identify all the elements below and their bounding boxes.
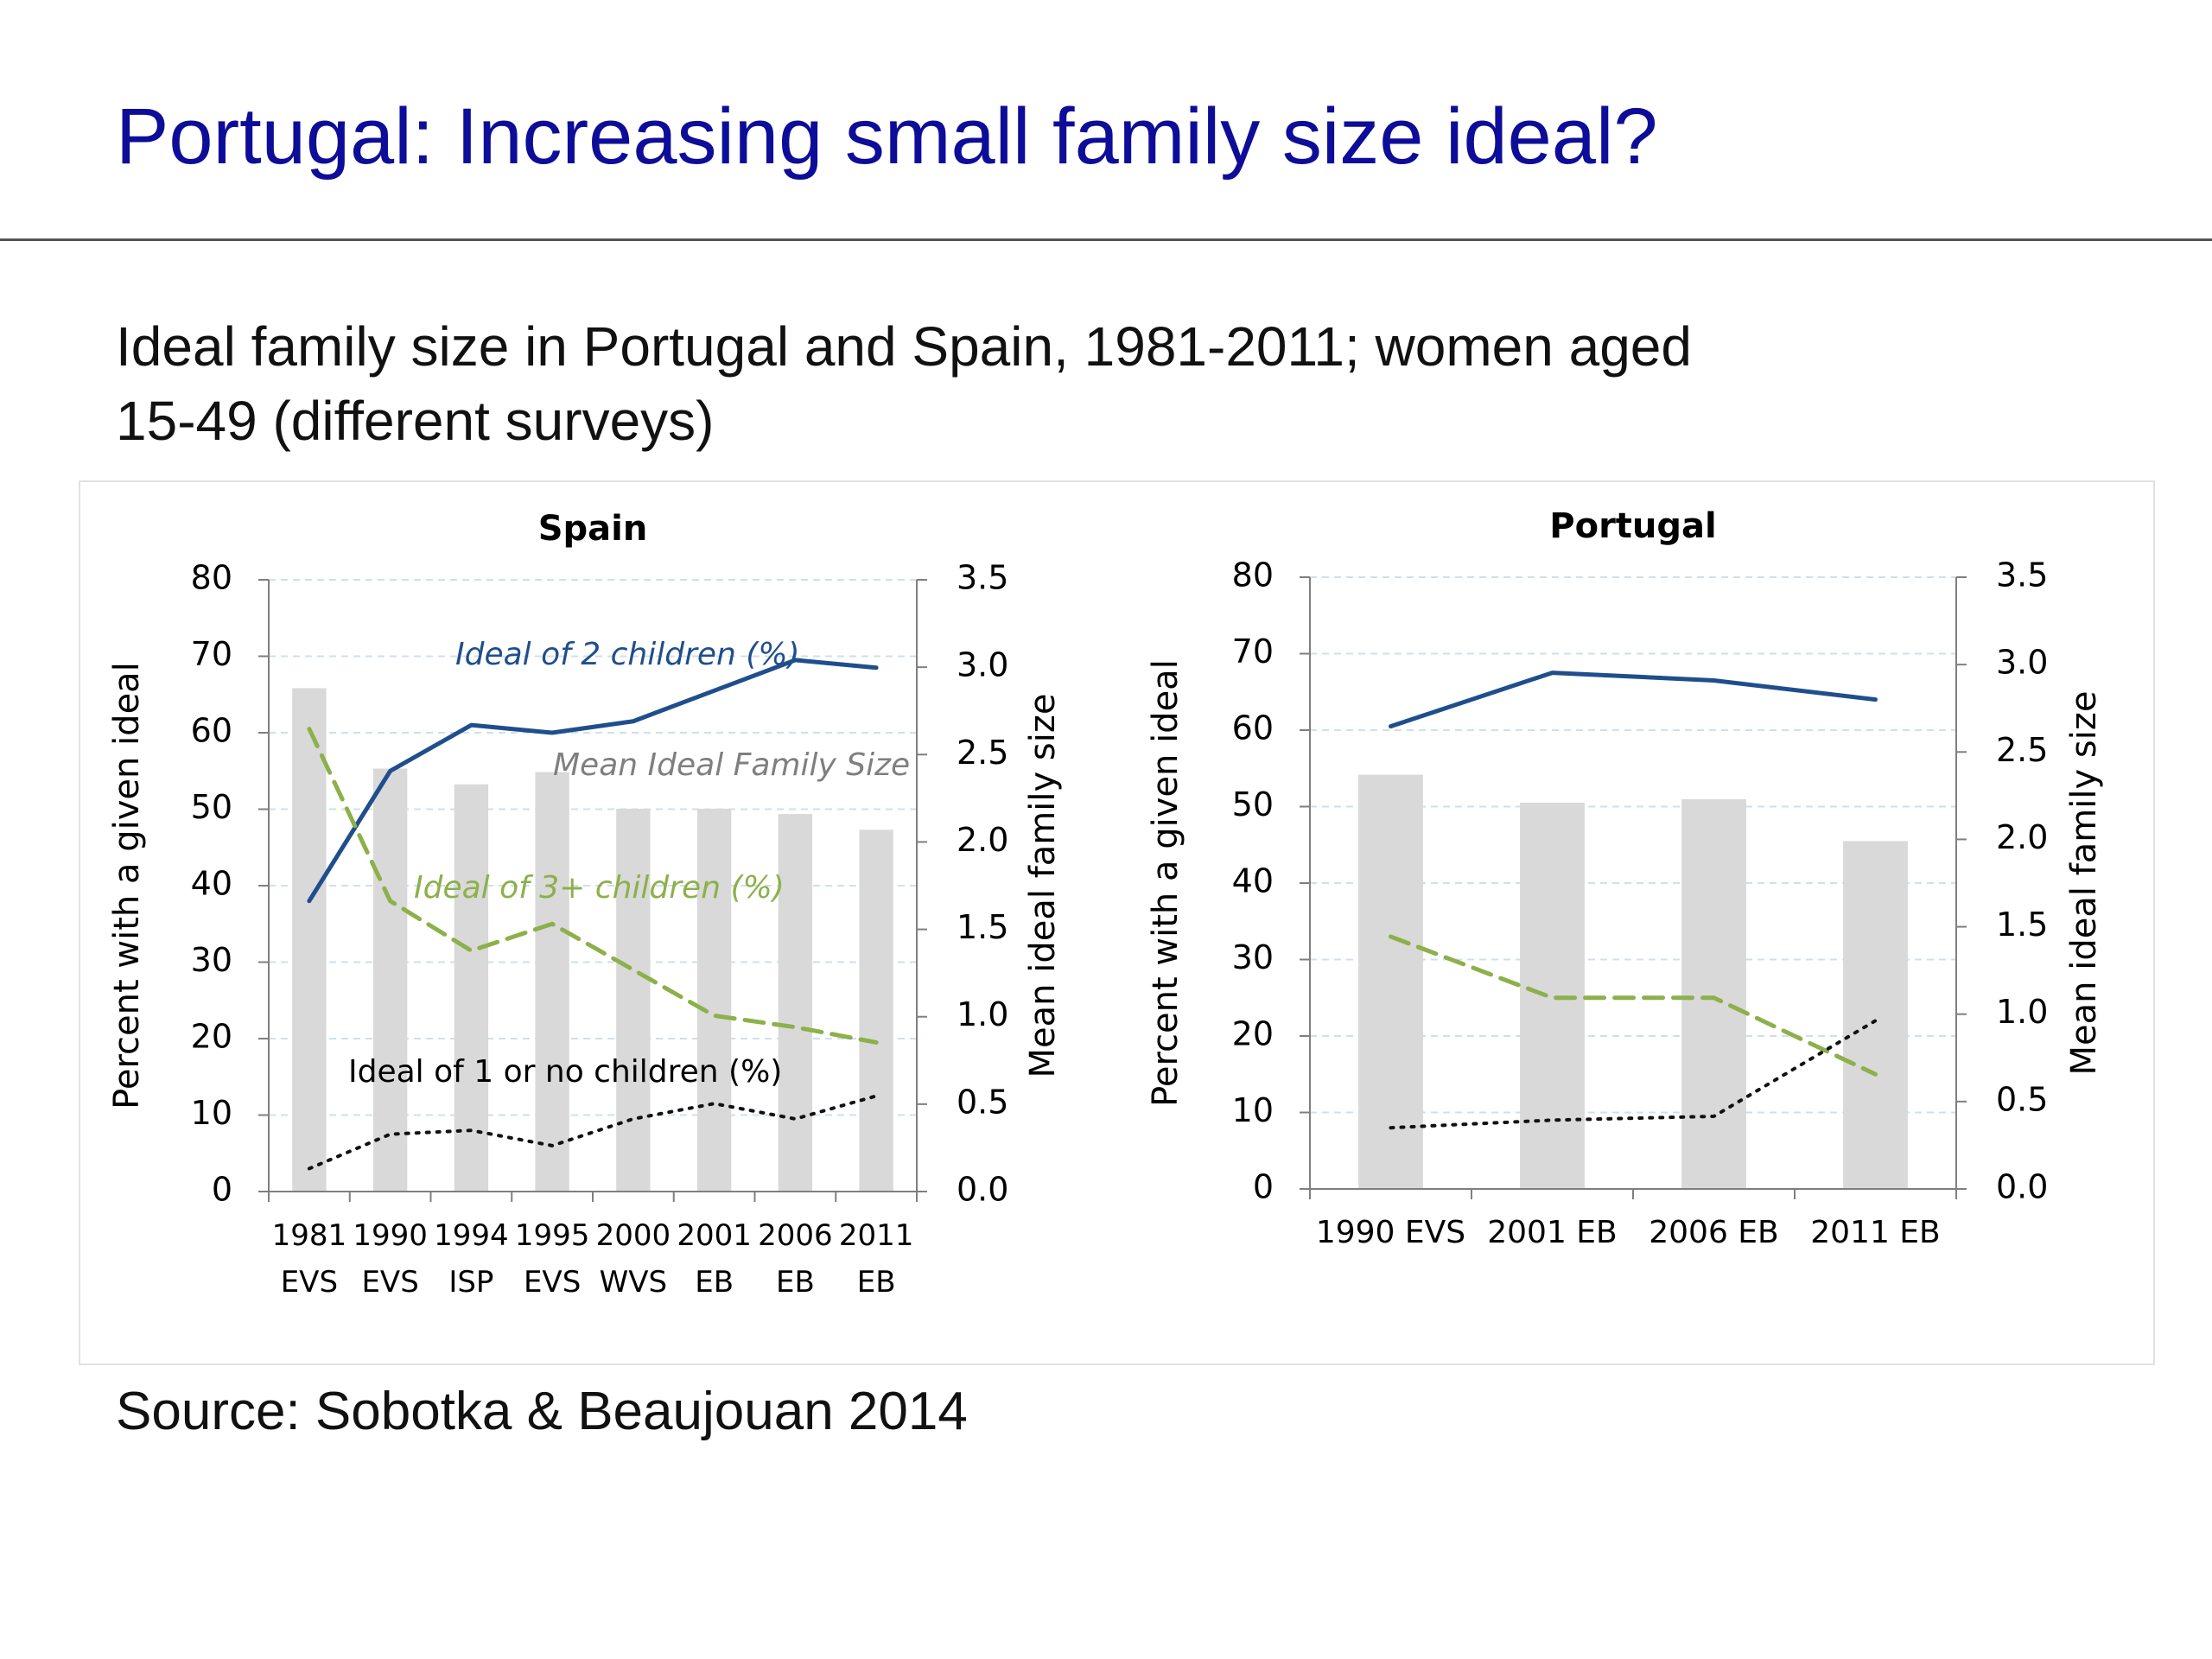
- bar-mean-ideal-size: [696, 808, 732, 1192]
- chart-title: Spain: [538, 509, 648, 549]
- y-tick-label-left: 60: [191, 712, 232, 750]
- y-tick-label-left: 40: [1232, 862, 1274, 900]
- y-tick-label-left: 40: [191, 865, 232, 903]
- y-axis-title-left: Percent with a given ideal: [1146, 659, 1185, 1107]
- subtitle-line-2: 15-49 (different surveys): [116, 390, 715, 452]
- x-tick-label: 1994: [434, 1218, 509, 1253]
- y-tick-label-left: 70: [1232, 632, 1274, 671]
- y-tick-label-right: 0.5: [1996, 1080, 2048, 1118]
- x-tick-label: 2000: [596, 1218, 671, 1253]
- slide-title: Portugal: Increasing small family size i…: [116, 92, 1658, 181]
- y-tick-label-left: 80: [191, 559, 232, 597]
- y-axis-title-left: Percent with a given ideal: [107, 662, 147, 1109]
- x-tick-label: EB: [695, 1265, 734, 1300]
- x-tick-label: 2011 EB: [1810, 1215, 1941, 1250]
- y-axis-title-right: Mean ideal family size: [1023, 694, 1063, 1078]
- series-label: Ideal of 2 children (%): [455, 637, 800, 672]
- y-tick-label-right: 0.0: [957, 1171, 1008, 1209]
- y-tick-label-left: 30: [1232, 938, 1274, 976]
- bar-mean-ideal-size: [1843, 841, 1908, 1189]
- series-line-dotted: [307, 1094, 879, 1171]
- y-tick-label-left: 80: [1232, 556, 1274, 594]
- y-tick-label-right: 3.5: [1996, 556, 2048, 594]
- y-tick-label-right: 3.5: [957, 559, 1008, 597]
- y-tick-label-right: 1.0: [1996, 993, 2048, 1031]
- x-tick-label: 1990: [353, 1218, 428, 1253]
- y-tick-label-right: 1.5: [1996, 906, 2048, 944]
- x-tick-label: EVS: [281, 1265, 338, 1300]
- y-tick-label-right: 1.5: [957, 908, 1008, 946]
- y-tick-label-left: 10: [191, 1094, 232, 1132]
- subtitle-line-1: Ideal family size in Portugal and Spain,…: [116, 315, 1692, 378]
- x-tick-label: EB: [776, 1265, 815, 1300]
- y-tick-label-right: 0.0: [1996, 1168, 2048, 1206]
- x-tick-label: WVS: [600, 1265, 667, 1300]
- y-tick-label-left: 0: [212, 1171, 232, 1209]
- title-divider: [0, 238, 2212, 241]
- x-tick-label: EVS: [361, 1265, 418, 1300]
- y-tick-label-left: 20: [191, 1018, 232, 1056]
- y-tick-label-right: 3.0: [1996, 644, 2048, 682]
- x-tick-label: 2011: [839, 1218, 914, 1253]
- bar-mean-ideal-size: [616, 808, 651, 1192]
- y-tick-label-right: 1.0: [957, 995, 1008, 1033]
- y-tick-label-right: 0.5: [957, 1083, 1008, 1121]
- bar-mean-ideal-size: [1358, 774, 1423, 1189]
- y-tick-label-left: 0: [1253, 1168, 1274, 1206]
- x-tick-label: ISP: [448, 1265, 493, 1300]
- series-label: Ideal of 3+ children (%): [414, 870, 785, 906]
- y-tick-label-right: 2.0: [1996, 818, 2048, 856]
- y-tick-label-left: 10: [1232, 1091, 1274, 1129]
- bar-mean-ideal-size: [372, 768, 408, 1192]
- x-tick-label: EB: [857, 1265, 896, 1300]
- bar-mean-ideal-size: [292, 688, 327, 1192]
- bar-mean-ideal-size: [859, 830, 893, 1192]
- y-tick-label-left: 30: [191, 941, 232, 979]
- x-tick-label: 2006 EB: [1649, 1215, 1779, 1250]
- y-tick-label-left: 70: [191, 635, 232, 673]
- bar-mean-ideal-size: [1681, 798, 1746, 1189]
- series-label: Ideal of 1 or no children (%): [348, 1054, 782, 1090]
- y-tick-label-right: 3.0: [957, 646, 1008, 684]
- y-tick-label-left: 20: [1232, 1015, 1274, 1053]
- chart-panel: [79, 480, 2155, 1365]
- bar-mean-ideal-size: [778, 814, 813, 1192]
- chart-spain: Spain 0 10 20 30 40 50 60 70 80 0.0 0.5 1.0 1.5 2.0 2.5…: [107, 509, 1063, 1300]
- y-tick-label-left: 60: [1232, 709, 1274, 747]
- y-tick-label-left: 50: [1232, 785, 1274, 823]
- series-line-dashed: [307, 727, 879, 1045]
- series-label: Mean Ideal Family Size: [553, 747, 910, 783]
- bar-mean-ideal-size: [535, 772, 569, 1192]
- x-tick-label: 1995: [515, 1218, 590, 1253]
- x-tick-label: EVS: [524, 1265, 581, 1300]
- y-tick-label-right: 2.5: [1996, 731, 2048, 769]
- y-tick-label-left: 50: [191, 788, 232, 826]
- x-tick-label: 2006: [758, 1218, 833, 1253]
- y-tick-label-right: 2.0: [957, 821, 1008, 859]
- x-tick-label: 2001 EB: [1487, 1215, 1618, 1250]
- chart-title: Portugal: [1549, 506, 1716, 546]
- series-line-solid: [307, 658, 879, 904]
- series-line-dashed: [1389, 934, 1878, 1077]
- bar-mean-ideal-size: [454, 784, 489, 1192]
- chart-portugal: Portugal 0 10 20 30 40 50 60 70 80 0.0 0.5 1.0 1.5 2.0…: [1146, 506, 2104, 1250]
- series-line-dotted: [1389, 1019, 1878, 1130]
- x-tick-label: 1990 EVS: [1316, 1215, 1465, 1250]
- x-tick-label: 2001: [677, 1218, 752, 1253]
- y-tick-label-right: 2.5: [957, 734, 1008, 772]
- slide-subtitle: Ideal family size in Portugal and Spain,…: [116, 309, 2103, 458]
- series-line-solid: [1389, 671, 1878, 729]
- source-note: Source: Sobotka & Beaujouan 2014: [116, 1382, 968, 1441]
- x-tick-label: 1981: [272, 1218, 347, 1253]
- y-axis-title-right: Mean ideal family size: [2064, 691, 2104, 1076]
